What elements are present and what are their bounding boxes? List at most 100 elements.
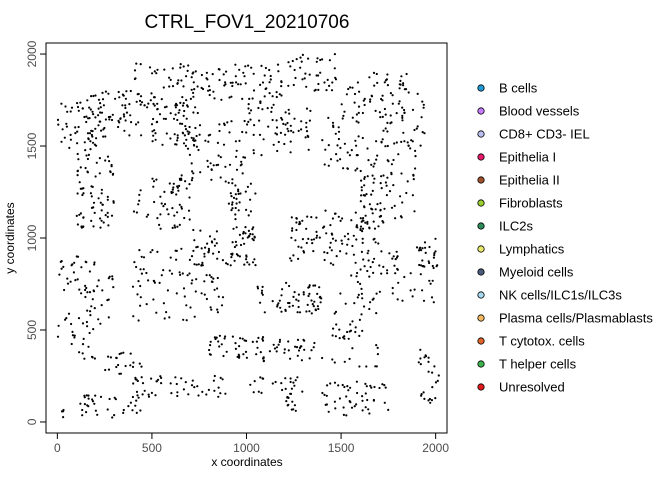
- cell-point: [190, 136, 193, 139]
- cell-point: [82, 192, 85, 195]
- cell-point: [60, 102, 63, 105]
- cell-point: [219, 376, 222, 379]
- cell-point: [161, 143, 164, 146]
- cell-point: [93, 261, 96, 264]
- cell-point: [79, 101, 82, 104]
- cell-point: [308, 310, 311, 313]
- cell-point: [92, 290, 96, 293]
- cell-point: [97, 318, 100, 321]
- cell-point: [385, 194, 388, 197]
- cell-point: [289, 357, 292, 360]
- cell-point: [306, 215, 309, 218]
- cell-point: [209, 162, 212, 165]
- cell-point: [315, 216, 318, 219]
- cell-point: [314, 88, 317, 91]
- cell-point: [248, 263, 251, 266]
- cell-point: [272, 103, 275, 106]
- cell-point: [66, 282, 70, 285]
- cell-point: [151, 140, 154, 143]
- cell-point: [176, 186, 179, 189]
- cell-point: [191, 279, 194, 282]
- cell-point: [248, 112, 251, 115]
- cell-point: [369, 98, 372, 101]
- cell-point: [132, 382, 135, 385]
- cell-point: [292, 83, 295, 87]
- cell-point: [356, 296, 359, 299]
- cell-point: [199, 171, 202, 174]
- cell-point: [346, 243, 349, 246]
- cell-point: [114, 97, 117, 100]
- cell-point: [94, 127, 97, 130]
- cell-point: [368, 203, 371, 206]
- cell-point: [172, 117, 176, 120]
- cell-point: [275, 91, 278, 94]
- cell-point: [346, 330, 349, 334]
- cell-point: [383, 81, 386, 84]
- cell-point: [243, 339, 246, 342]
- cell-point: [419, 144, 422, 147]
- cell-point: [92, 201, 96, 204]
- cell-point: [84, 288, 87, 292]
- legend-entry-label: T cytotox. cells: [499, 334, 585, 349]
- cell-point: [90, 185, 93, 188]
- cell-point: [220, 98, 223, 101]
- cell-point: [222, 143, 226, 146]
- cell-point: [392, 184, 395, 187]
- cell-point: [383, 384, 386, 387]
- cell-point: [98, 157, 101, 160]
- cell-point: [175, 249, 178, 252]
- cell-point: [372, 71, 376, 74]
- cell-point: [178, 223, 181, 226]
- cell-point: [259, 301, 262, 304]
- cell-point: [205, 274, 208, 277]
- cell-point: [376, 203, 379, 206]
- cell-point: [153, 281, 156, 284]
- cell-point: [166, 208, 169, 211]
- cell-point: [187, 132, 190, 136]
- cell-point: [335, 323, 338, 326]
- cell-point: [259, 351, 262, 354]
- cell-point: [370, 193, 373, 196]
- cell-point: [160, 382, 163, 385]
- cell-point: [193, 263, 196, 266]
- cell-point: [117, 125, 120, 129]
- cell-point: [186, 104, 189, 107]
- cell-point: [296, 354, 299, 357]
- cell-point: [350, 406, 354, 409]
- cell-point: [160, 202, 163, 205]
- cell-point: [140, 255, 143, 258]
- cell-point: [383, 107, 386, 111]
- cell-point: [231, 241, 234, 244]
- cell-point: [156, 217, 159, 220]
- cell-point: [196, 85, 199, 88]
- cell-point: [181, 122, 184, 125]
- cell-point: [69, 110, 72, 113]
- cell-point: [384, 113, 387, 116]
- cell-point: [275, 95, 278, 99]
- cell-point: [346, 385, 349, 388]
- cell-point: [315, 230, 318, 233]
- cell-point: [150, 377, 153, 380]
- cell-point: [212, 90, 215, 93]
- cell-point: [403, 275, 406, 279]
- cell-point: [184, 180, 187, 183]
- cell-point: [381, 220, 384, 223]
- cell-point: [159, 213, 162, 216]
- cell-point: [250, 66, 253, 69]
- cell-point: [217, 295, 220, 298]
- cell-point: [215, 230, 218, 233]
- cell-point: [84, 295, 87, 299]
- cell-point: [393, 142, 396, 145]
- legend-entry-label: NK cells/ILC1s/ILC3s: [499, 288, 622, 303]
- cell-point: [185, 99, 188, 102]
- cell-point: [122, 113, 125, 116]
- cell-point: [63, 288, 66, 292]
- cell-point: [331, 81, 334, 84]
- cell-point: [217, 386, 220, 389]
- cell-point: [400, 140, 403, 143]
- cell-point: [293, 291, 296, 294]
- cell-point: [360, 250, 363, 253]
- cell-point: [391, 286, 394, 290]
- cell-point: [343, 385, 346, 389]
- cell-point: [111, 278, 114, 281]
